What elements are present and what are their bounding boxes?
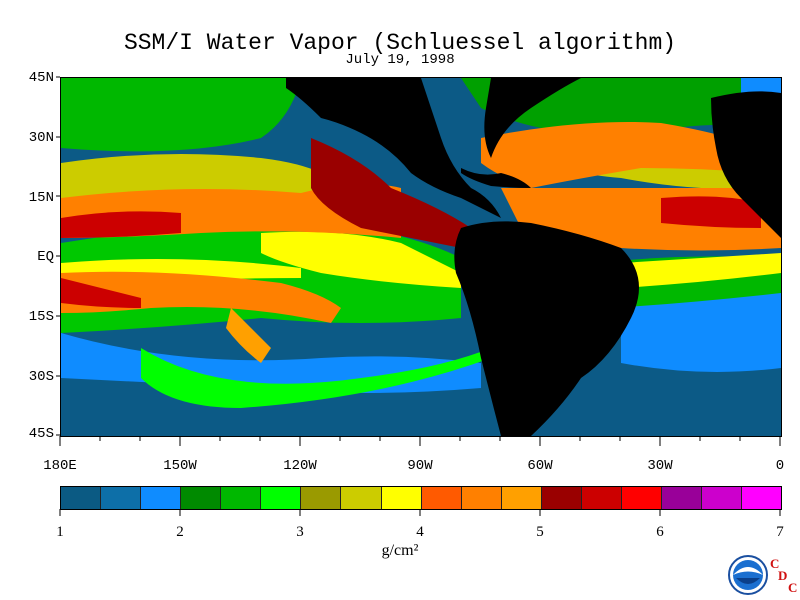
colorbar-label-6: 6 bbox=[656, 524, 664, 540]
colorbar-segment bbox=[702, 487, 743, 509]
colorbar-segment bbox=[581, 487, 622, 509]
lat-label-30s: 30S bbox=[28, 369, 54, 385]
colorbar-segment bbox=[541, 487, 582, 509]
lat-label-45s: 45S bbox=[28, 426, 54, 442]
lat-label-45n: 45N bbox=[28, 70, 54, 86]
colorbar-segment bbox=[261, 487, 302, 509]
cdc-letter-c2: C bbox=[788, 580, 798, 595]
colorbar-segment bbox=[221, 487, 262, 509]
map-svg bbox=[61, 78, 781, 436]
vapor-max-west-pacific bbox=[61, 211, 181, 238]
colorbar-label-1: 1 bbox=[56, 524, 64, 540]
colorbar-segment bbox=[501, 487, 542, 509]
noaa-logo bbox=[728, 555, 768, 595]
colorbar-segment bbox=[661, 487, 702, 509]
lon-label-60w: 60W bbox=[527, 458, 553, 474]
caribbean-islands bbox=[461, 168, 531, 188]
vapor-max-eastern-pacific bbox=[311, 138, 471, 248]
water-vapor-map bbox=[60, 77, 782, 437]
colorbar-segment bbox=[461, 487, 502, 509]
colorbar bbox=[60, 486, 782, 510]
lon-label-120w: 120W bbox=[283, 458, 317, 474]
lat-label-15s: 15S bbox=[28, 309, 54, 325]
cdc-letter-d: D bbox=[778, 568, 788, 583]
chart-title: SSM/I Water Vapor (Schluessel algorithm) bbox=[123, 30, 677, 56]
lon-label-150w: 150W bbox=[163, 458, 197, 474]
colorbar-label-7: 7 bbox=[776, 524, 784, 540]
vapor-band-orange-spcz bbox=[226, 308, 271, 363]
colorbar-label-4: 4 bbox=[416, 524, 424, 540]
lat-label-15n: 15N bbox=[28, 190, 54, 206]
vapor-band-orange-sitcz bbox=[61, 271, 341, 323]
vapor-band-orange-atlantic-north bbox=[481, 122, 761, 188]
colorbar-label-2: 2 bbox=[176, 524, 184, 540]
colorbar-segment bbox=[621, 487, 662, 509]
lon-label-90w: 90W bbox=[407, 458, 433, 474]
vapor-max-southwest-pacific bbox=[61, 278, 141, 308]
south-america-land bbox=[454, 221, 639, 436]
colorbar-label-5: 5 bbox=[536, 524, 544, 540]
colorbar-segment bbox=[742, 487, 782, 509]
lon-label-180e: 180E bbox=[43, 458, 77, 474]
vapor-band-green-south bbox=[141, 348, 491, 408]
colorbar-segment bbox=[181, 487, 222, 509]
colorbar-segment bbox=[61, 487, 102, 509]
vapor-max-atlantic bbox=[661, 196, 761, 228]
lat-label-eq: EQ bbox=[37, 249, 54, 265]
colorbar-unit: g/cm² bbox=[381, 542, 419, 559]
vapor-band-yellow-tropics bbox=[261, 231, 461, 288]
colorbar-segment bbox=[381, 487, 422, 509]
colorbar-label-3: 3 bbox=[296, 524, 304, 540]
colorbar-segment bbox=[141, 487, 182, 509]
cdc-letter-c1: C bbox=[770, 556, 780, 571]
colorbar-segment bbox=[301, 487, 342, 509]
mexico-land bbox=[381, 133, 458, 183]
lon-label-0: 0 bbox=[775, 458, 785, 474]
colorbar-segment bbox=[341, 487, 382, 509]
eastern-us-land bbox=[484, 78, 581, 158]
chart-date: July 19, 1998 bbox=[345, 52, 455, 68]
vapor-band-yellow-eq-atlantic bbox=[621, 253, 781, 288]
colorbar-segment bbox=[101, 487, 142, 509]
lon-label-30w: 30W bbox=[647, 458, 673, 474]
lat-label-30n: 30N bbox=[28, 130, 54, 146]
africa-land bbox=[711, 91, 781, 238]
vapor-band-green-north bbox=[61, 78, 301, 152]
colorbar-segment bbox=[421, 487, 462, 509]
